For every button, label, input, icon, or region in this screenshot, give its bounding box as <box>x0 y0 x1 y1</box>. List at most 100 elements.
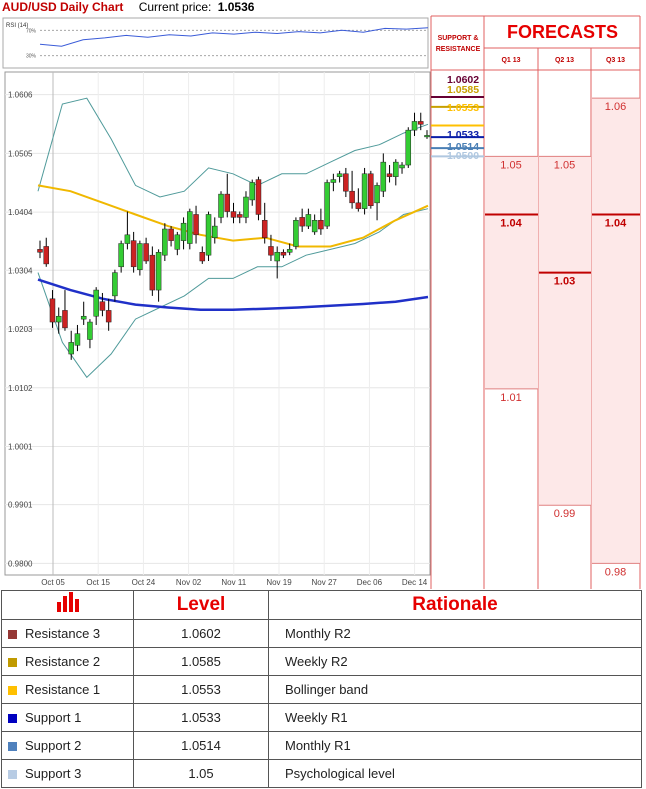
table-row: Support 2 1.0514 Monthly R1 <box>1 731 642 760</box>
table-row: Resistance 1 1.0553 Bollinger band <box>1 675 642 704</box>
candle-body <box>162 228 168 256</box>
main-plot-frame <box>4 71 431 576</box>
rsi-level-label: 30% <box>26 54 37 60</box>
resistance-3-swatch <box>8 630 17 639</box>
candle <box>187 208 193 250</box>
support-resistance-header: SUPPORT & RESISTANCE <box>432 18 484 68</box>
candle-body <box>174 234 181 250</box>
forecasts-title: FORECASTS <box>506 22 618 42</box>
candle-body <box>55 315 62 323</box>
candle <box>212 217 218 244</box>
y-tick-label: 0.9800 <box>8 559 33 568</box>
row-name: Resistance 1 <box>25 682 101 697</box>
moving-average-yellow <box>37 184 429 248</box>
candle <box>168 226 174 247</box>
forecast-value-label: 0.99 <box>554 508 575 520</box>
candle <box>87 319 93 349</box>
candle <box>386 165 393 183</box>
sr-level-label: 1.0533 <box>447 129 479 141</box>
candle-body <box>343 173 349 192</box>
y-tick-label: 0.9901 <box>8 501 33 510</box>
candle <box>80 301 87 325</box>
forecast-value-label: 1.05 <box>500 159 521 171</box>
candle <box>324 179 330 230</box>
y-tick-label: 1.0505 <box>8 149 33 158</box>
candle <box>43 237 49 267</box>
row-level: 1.0533 <box>133 703 269 732</box>
bar-chart-icon <box>56 592 79 612</box>
row-name-cell: Support 3 <box>1 759 134 788</box>
candle <box>299 208 305 232</box>
candle-body <box>230 211 237 218</box>
candle-body <box>280 252 287 256</box>
sr-level-label: 1.0514 <box>447 141 479 153</box>
candle <box>199 246 206 264</box>
candle-body <box>418 121 424 125</box>
candle-body <box>180 222 187 241</box>
row-rationale: Bollinger band <box>268 675 642 704</box>
candle <box>261 202 268 244</box>
row-level: 1.0602 <box>133 619 269 648</box>
candle-body <box>80 315 87 320</box>
candle-body <box>68 342 74 355</box>
x-tick-label: Oct 05 <box>41 578 65 587</box>
table-header-rationale: Rationale <box>268 590 642 620</box>
forecast-value-label: 1.03 <box>554 276 575 288</box>
candle-body <box>311 220 318 233</box>
candle-body <box>224 193 231 212</box>
candle <box>62 290 68 331</box>
forecast-value-label: 1.06 <box>605 101 626 113</box>
candle-body <box>268 246 274 256</box>
candle-body <box>143 243 149 262</box>
candle-body <box>118 243 124 268</box>
row-name-cell: Support 2 <box>1 731 134 760</box>
rsi-label: RSI (14) <box>6 23 28 29</box>
forecast-value-label: 1.01 <box>500 392 521 404</box>
candle <box>330 173 337 192</box>
row-name: Support 3 <box>25 766 82 781</box>
candle <box>230 202 237 224</box>
candle-body <box>187 211 193 244</box>
candle-body <box>368 173 374 206</box>
candle <box>311 214 318 235</box>
candle-body <box>193 214 199 236</box>
forecast-quarter-label: Q1 13 <box>501 57 520 64</box>
candle-body <box>62 310 68 329</box>
candle-body <box>212 225 218 238</box>
candle-body <box>218 193 224 218</box>
forecast-value-label: 1.04 <box>500 217 522 229</box>
candle <box>374 182 380 221</box>
row-rationale: Monthly R1 <box>268 731 642 760</box>
row-rationale: Weekly R2 <box>268 647 642 676</box>
candle <box>143 237 149 264</box>
y-tick-label: 1.0001 <box>8 442 33 451</box>
support-3-swatch <box>8 770 17 779</box>
candle <box>205 211 212 261</box>
y-tick-label: 1.0203 <box>8 325 33 334</box>
candle <box>405 127 412 168</box>
support-2-swatch <box>8 742 17 751</box>
table-header-row: Level Rationale <box>1 590 642 620</box>
moving-average-blue <box>37 278 429 312</box>
row-rationale: Weekly R1 <box>268 703 642 732</box>
candle <box>49 290 56 328</box>
candle-body <box>37 249 43 253</box>
candle <box>243 191 249 224</box>
candle <box>349 170 355 209</box>
candle <box>224 173 231 218</box>
candle-body <box>349 190 355 204</box>
row-name: Support 2 <box>25 738 82 753</box>
candle-body <box>87 321 93 340</box>
x-tick-label: Oct 24 <box>132 578 156 587</box>
candle <box>193 205 199 244</box>
candle <box>286 243 293 256</box>
candle-body <box>112 272 118 297</box>
forecast-range-bar <box>592 98 640 564</box>
candle-body <box>286 249 293 253</box>
row-rationale: Monthly R2 <box>268 619 642 648</box>
candle-body <box>336 173 343 177</box>
candle-body <box>255 179 262 215</box>
bollinger-lower-band <box>37 208 429 379</box>
chart-title: AUD/USD Daily Chart <box>2 0 124 14</box>
candle-body <box>205 214 212 256</box>
